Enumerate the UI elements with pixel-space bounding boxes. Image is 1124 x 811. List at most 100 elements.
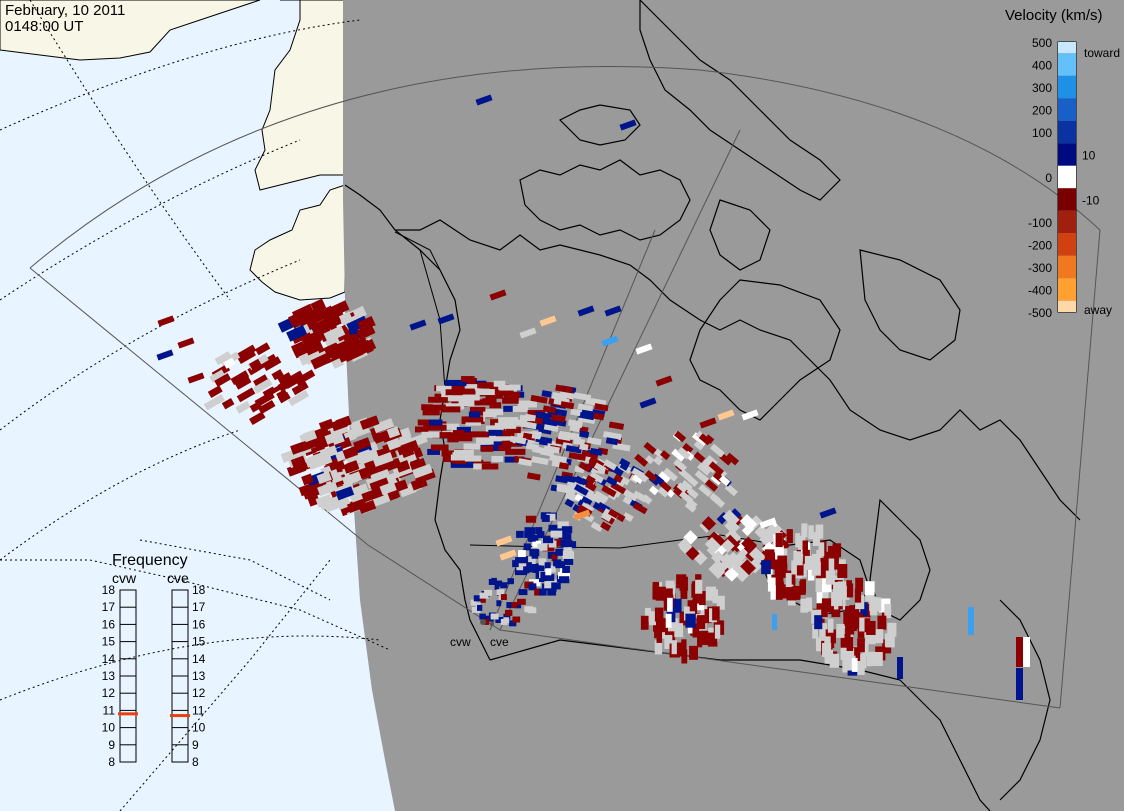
scatter-cell <box>681 649 688 664</box>
scatter-cell <box>594 403 609 412</box>
scatter-cell <box>793 551 803 566</box>
colorbar-title: Velocity (km/s) <box>1005 7 1103 24</box>
scatter-cell <box>613 473 624 483</box>
scatter-cell <box>698 484 713 498</box>
scatter-cell <box>692 623 700 638</box>
scatter-cell <box>520 420 537 430</box>
scatter-cell <box>499 549 517 561</box>
scatter-cell <box>542 536 554 544</box>
frequency-panel: Frequency cvw cve 1817161514131211109818… <box>102 552 206 769</box>
scatter-cell <box>739 514 758 532</box>
scatter-cell <box>560 401 575 410</box>
scatter-cell <box>500 618 508 625</box>
scatter-cell <box>679 576 688 591</box>
scatter-cell <box>462 394 480 401</box>
scatter-cell <box>864 618 871 633</box>
scatter-cell <box>697 633 703 648</box>
scatter-cell <box>430 444 449 451</box>
scatter-cell <box>802 540 808 555</box>
scatter-cell <box>661 618 668 633</box>
scatter-cell <box>811 553 821 568</box>
scatter-cell <box>824 636 831 651</box>
scatter-cell <box>214 351 232 366</box>
scatter-cell <box>437 313 455 325</box>
scatter-cell <box>477 382 491 389</box>
scatter-cell <box>315 318 335 335</box>
scatter-cell <box>565 444 582 454</box>
scatter-cell <box>693 440 705 451</box>
frequency-tick-label: 11 <box>103 703 116 717</box>
scatter-cell <box>678 468 692 481</box>
time-label: 0148:00 UT <box>5 18 83 35</box>
scatter-cell <box>581 494 594 505</box>
scatter-cell <box>857 638 865 653</box>
scatter-cell <box>708 562 726 579</box>
scatter-cell <box>221 398 235 410</box>
scatter-cell <box>561 526 573 534</box>
scatter-cell <box>837 564 848 579</box>
scatter-cell <box>831 555 839 570</box>
scatter-cell <box>667 597 673 612</box>
colorbar-tick-label: 200 <box>1032 104 1052 118</box>
scatter-cell <box>852 647 861 662</box>
scatter-cell <box>800 598 808 613</box>
scatter-cell <box>554 539 563 547</box>
scatter-cell <box>605 437 619 446</box>
scatter-cell <box>361 487 384 503</box>
scatter-cell <box>680 584 688 599</box>
scatter-cell <box>214 373 232 387</box>
scatter-cell <box>249 358 262 371</box>
scatter-cell <box>511 601 518 608</box>
scatter-cell <box>302 429 318 443</box>
scatter-cell <box>851 657 858 672</box>
frequency-station-cve: cve <box>167 570 189 586</box>
scatter-cell <box>461 416 484 423</box>
scatter-cell <box>632 502 648 515</box>
scatter-cell <box>504 609 513 616</box>
scatter-cell <box>722 509 740 527</box>
scatter-cell <box>346 460 360 473</box>
scatter-cell <box>772 614 777 630</box>
scatter-cell <box>307 455 329 470</box>
scatter-cell <box>203 394 225 411</box>
scatter-cell <box>383 457 402 472</box>
colorbar-tick-label: 500 <box>1032 36 1052 50</box>
scatter-cell <box>679 490 694 505</box>
scatter-cell <box>491 577 497 584</box>
scatter-cell <box>593 462 607 474</box>
scatter-cell <box>640 615 649 630</box>
scatter-cell <box>544 581 552 589</box>
scatter-cell <box>371 492 391 507</box>
scatter-cell <box>707 632 718 647</box>
scatter-cell <box>708 461 725 476</box>
scatter-cell <box>801 523 808 538</box>
scatter-cell <box>887 622 897 637</box>
scatter-cell <box>808 525 814 540</box>
scatter-cell <box>761 560 771 575</box>
scatter-cell <box>587 437 602 446</box>
scatter-cell <box>683 530 698 545</box>
scatter-cell <box>493 380 506 387</box>
scatter-cell <box>469 407 486 414</box>
scatter-cell <box>470 399 493 406</box>
radar-site-cvw <box>480 619 486 625</box>
colorbar-swatch <box>1058 120 1076 144</box>
scatter-cell <box>236 344 257 361</box>
scatter-cell <box>573 509 591 521</box>
scatter-cell <box>558 576 570 584</box>
scatter-cell <box>884 633 895 648</box>
scatter-cell <box>796 561 804 576</box>
scatter-cell <box>775 533 783 548</box>
scatter-cell <box>603 459 618 471</box>
scatter-cell <box>156 349 174 361</box>
scatter-cell <box>539 588 547 596</box>
scatter-cell <box>786 529 793 544</box>
scatter-cell <box>157 315 175 327</box>
scatter-cell <box>764 549 775 564</box>
radar-label-cvw: cvw <box>450 635 471 649</box>
scatter-cell <box>767 577 776 592</box>
scatter-cell <box>534 411 552 420</box>
scatter-cell <box>808 566 815 581</box>
frequency-column-cve: 18 17 16 15 14 13 12 11 10 9 8 <box>170 583 206 769</box>
